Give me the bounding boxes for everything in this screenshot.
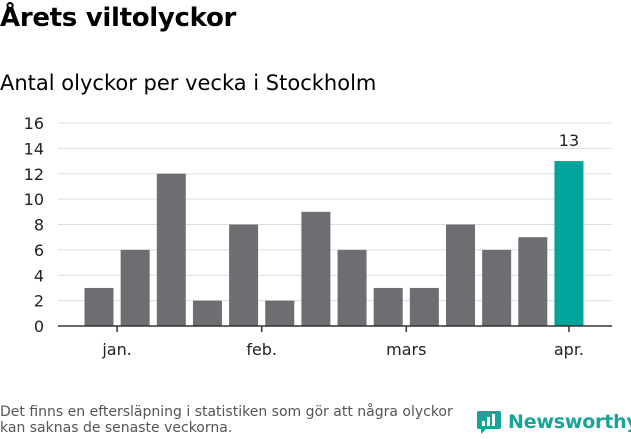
y-tick-label: 4: [34, 266, 44, 285]
y-tick-label: 12: [24, 165, 44, 184]
bars: [84, 161, 584, 326]
y-tick-label: 0: [34, 317, 44, 336]
bar: [446, 224, 475, 326]
page-title: Årets viltolyckor: [0, 3, 237, 33]
bar: [482, 249, 512, 326]
y-tick-label: 14: [24, 139, 44, 158]
bar: [229, 224, 259, 326]
y-tick-label: 16: [24, 114, 44, 133]
bar: [518, 237, 548, 326]
footnote: Det finns en eftersläpning i statistiken…: [0, 404, 453, 436]
bar: [554, 161, 584, 326]
bar: [409, 287, 439, 326]
y-tick-label: 10: [24, 190, 44, 209]
bar: [156, 173, 186, 326]
bar: [373, 287, 403, 326]
tick-labels: 0 2 4 6 8 10 12 14 16 13 jan. feb. mars apr.: [24, 114, 584, 359]
bar: [84, 287, 114, 326]
bar: [337, 249, 367, 326]
y-tick-label: 6: [34, 241, 44, 260]
newsworthy-chart-logo-icon: [477, 411, 501, 434]
y-tick-label: 8: [34, 216, 44, 235]
bar-value-label: 13: [559, 131, 579, 150]
brand-name: Newsworthy: [508, 411, 631, 433]
bar: [120, 249, 150, 326]
x-axis: [58, 325, 612, 332]
x-tick-label: feb.: [246, 340, 277, 359]
bar: [192, 300, 222, 326]
y-tick-label: 2: [34, 292, 44, 311]
x-tick-label: mars: [386, 340, 426, 359]
bar-chart: 0 2 4 6 8 10 12 14 16 13 jan. feb. mars apr.: [24, 114, 612, 359]
chart-subtitle: Antal olyckor per vecka i Stockholm: [0, 71, 377, 95]
bar: [301, 211, 331, 326]
bar: [265, 300, 295, 326]
brand-logo[interactable]: Newsworthy: [476, 409, 631, 435]
grid-lines: [58, 122, 612, 302]
x-tick-label: apr.: [554, 340, 584, 359]
x-tick-label: jan.: [101, 340, 131, 359]
